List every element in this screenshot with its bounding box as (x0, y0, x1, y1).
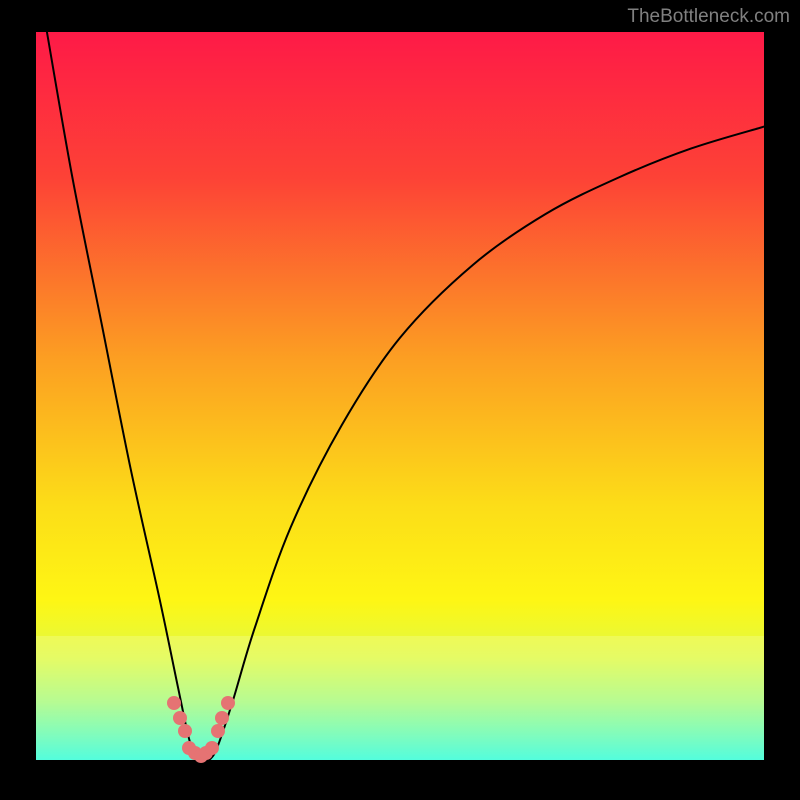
plot-area (36, 32, 764, 760)
data-marker (215, 711, 229, 725)
bottleneck-curve (43, 26, 764, 760)
chart-canvas: TheBottleneck.com (0, 0, 800, 800)
data-marker (221, 696, 235, 710)
data-marker (167, 696, 181, 710)
data-marker (173, 711, 187, 725)
watermark-text: TheBottleneck.com (627, 6, 790, 28)
data-marker (178, 724, 192, 738)
data-marker (211, 724, 225, 738)
data-marker (205, 741, 219, 755)
